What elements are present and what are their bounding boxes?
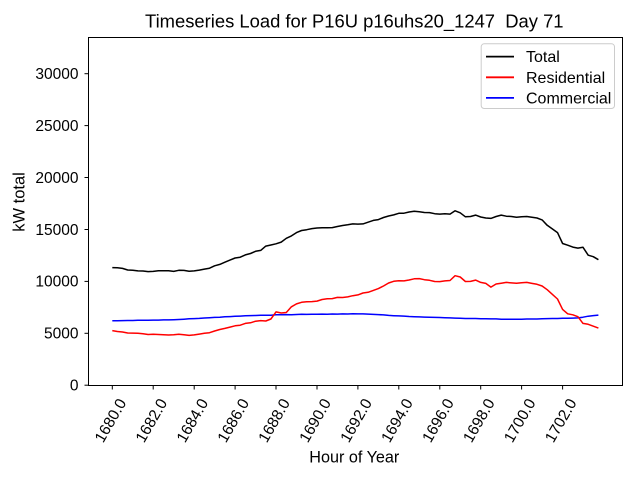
svg-text:kW total: kW total — [11, 172, 29, 232]
svg-text:25000: 25000 — [35, 118, 78, 135]
svg-text:5000: 5000 — [44, 326, 79, 343]
svg-text:Total: Total — [526, 49, 560, 66]
svg-text:Residential: Residential — [526, 70, 605, 87]
svg-text:10000: 10000 — [35, 274, 78, 291]
svg-text:30000: 30000 — [35, 66, 78, 83]
svg-text:Commercial: Commercial — [526, 90, 611, 107]
svg-text:0: 0 — [70, 378, 79, 395]
svg-text:Hour of Year: Hour of Year — [309, 449, 400, 467]
svg-text:15000: 15000 — [35, 222, 78, 239]
svg-text:20000: 20000 — [35, 170, 78, 187]
svg-text:Timeseries Load for P16U p16uh: Timeseries Load for P16U p16uhs20_1247 D… — [145, 11, 563, 33]
